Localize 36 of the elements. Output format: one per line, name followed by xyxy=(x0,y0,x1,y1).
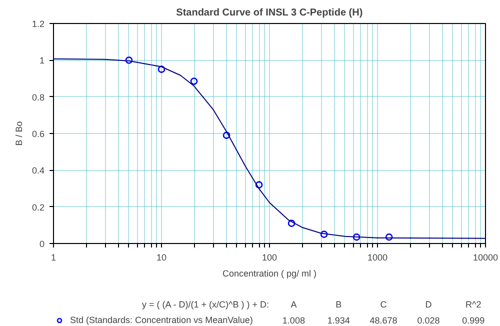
y-tick-label: 1.2 xyxy=(32,19,45,29)
point xyxy=(255,181,263,188)
text: B xyxy=(336,300,342,310)
x-tick-label: 100 xyxy=(262,252,278,262)
text: 1.008 xyxy=(282,316,305,326)
text: D xyxy=(425,300,432,310)
x-tick-label: 10 xyxy=(156,252,167,262)
text: C xyxy=(380,300,388,310)
x-tick-label: 1000 xyxy=(367,252,388,262)
text: 0.028 xyxy=(417,316,440,326)
point xyxy=(222,132,230,139)
point xyxy=(385,233,393,241)
y-tick-label: 0.8 xyxy=(32,92,45,102)
text: 0.999 xyxy=(462,316,485,326)
text: y = ( (A - D)/(1 + (x/C)^B ) ) + D: xyxy=(142,300,270,310)
point xyxy=(190,78,198,85)
legend-label: Std (Standards: Concentration vs MeanValue) xyxy=(70,315,253,325)
point xyxy=(288,220,296,227)
x-tick-label: 10000 xyxy=(472,252,498,262)
y-tick-label: 0 xyxy=(39,239,45,249)
text: R^2 xyxy=(466,300,482,310)
point xyxy=(125,56,133,64)
text: 1.934 xyxy=(327,316,350,326)
text: 48.678 xyxy=(370,316,398,326)
y-axis-title: B / Bo xyxy=(14,121,24,146)
x-axis-title: Concentration ( pg/ ml ) xyxy=(222,268,317,278)
y-tick-label: 1 xyxy=(39,56,45,66)
x-tick-label: 1 xyxy=(50,252,56,262)
point xyxy=(158,66,166,73)
y-tick-label: 0.6 xyxy=(32,129,45,139)
point xyxy=(352,233,360,241)
y-tick-label: 0.4 xyxy=(32,166,45,176)
y-tick-label: 0.2 xyxy=(32,202,45,212)
point xyxy=(320,230,328,238)
text: A xyxy=(290,300,297,310)
chart-title: Standard Curve of INSL 3 C-Peptide (H) xyxy=(176,8,363,18)
